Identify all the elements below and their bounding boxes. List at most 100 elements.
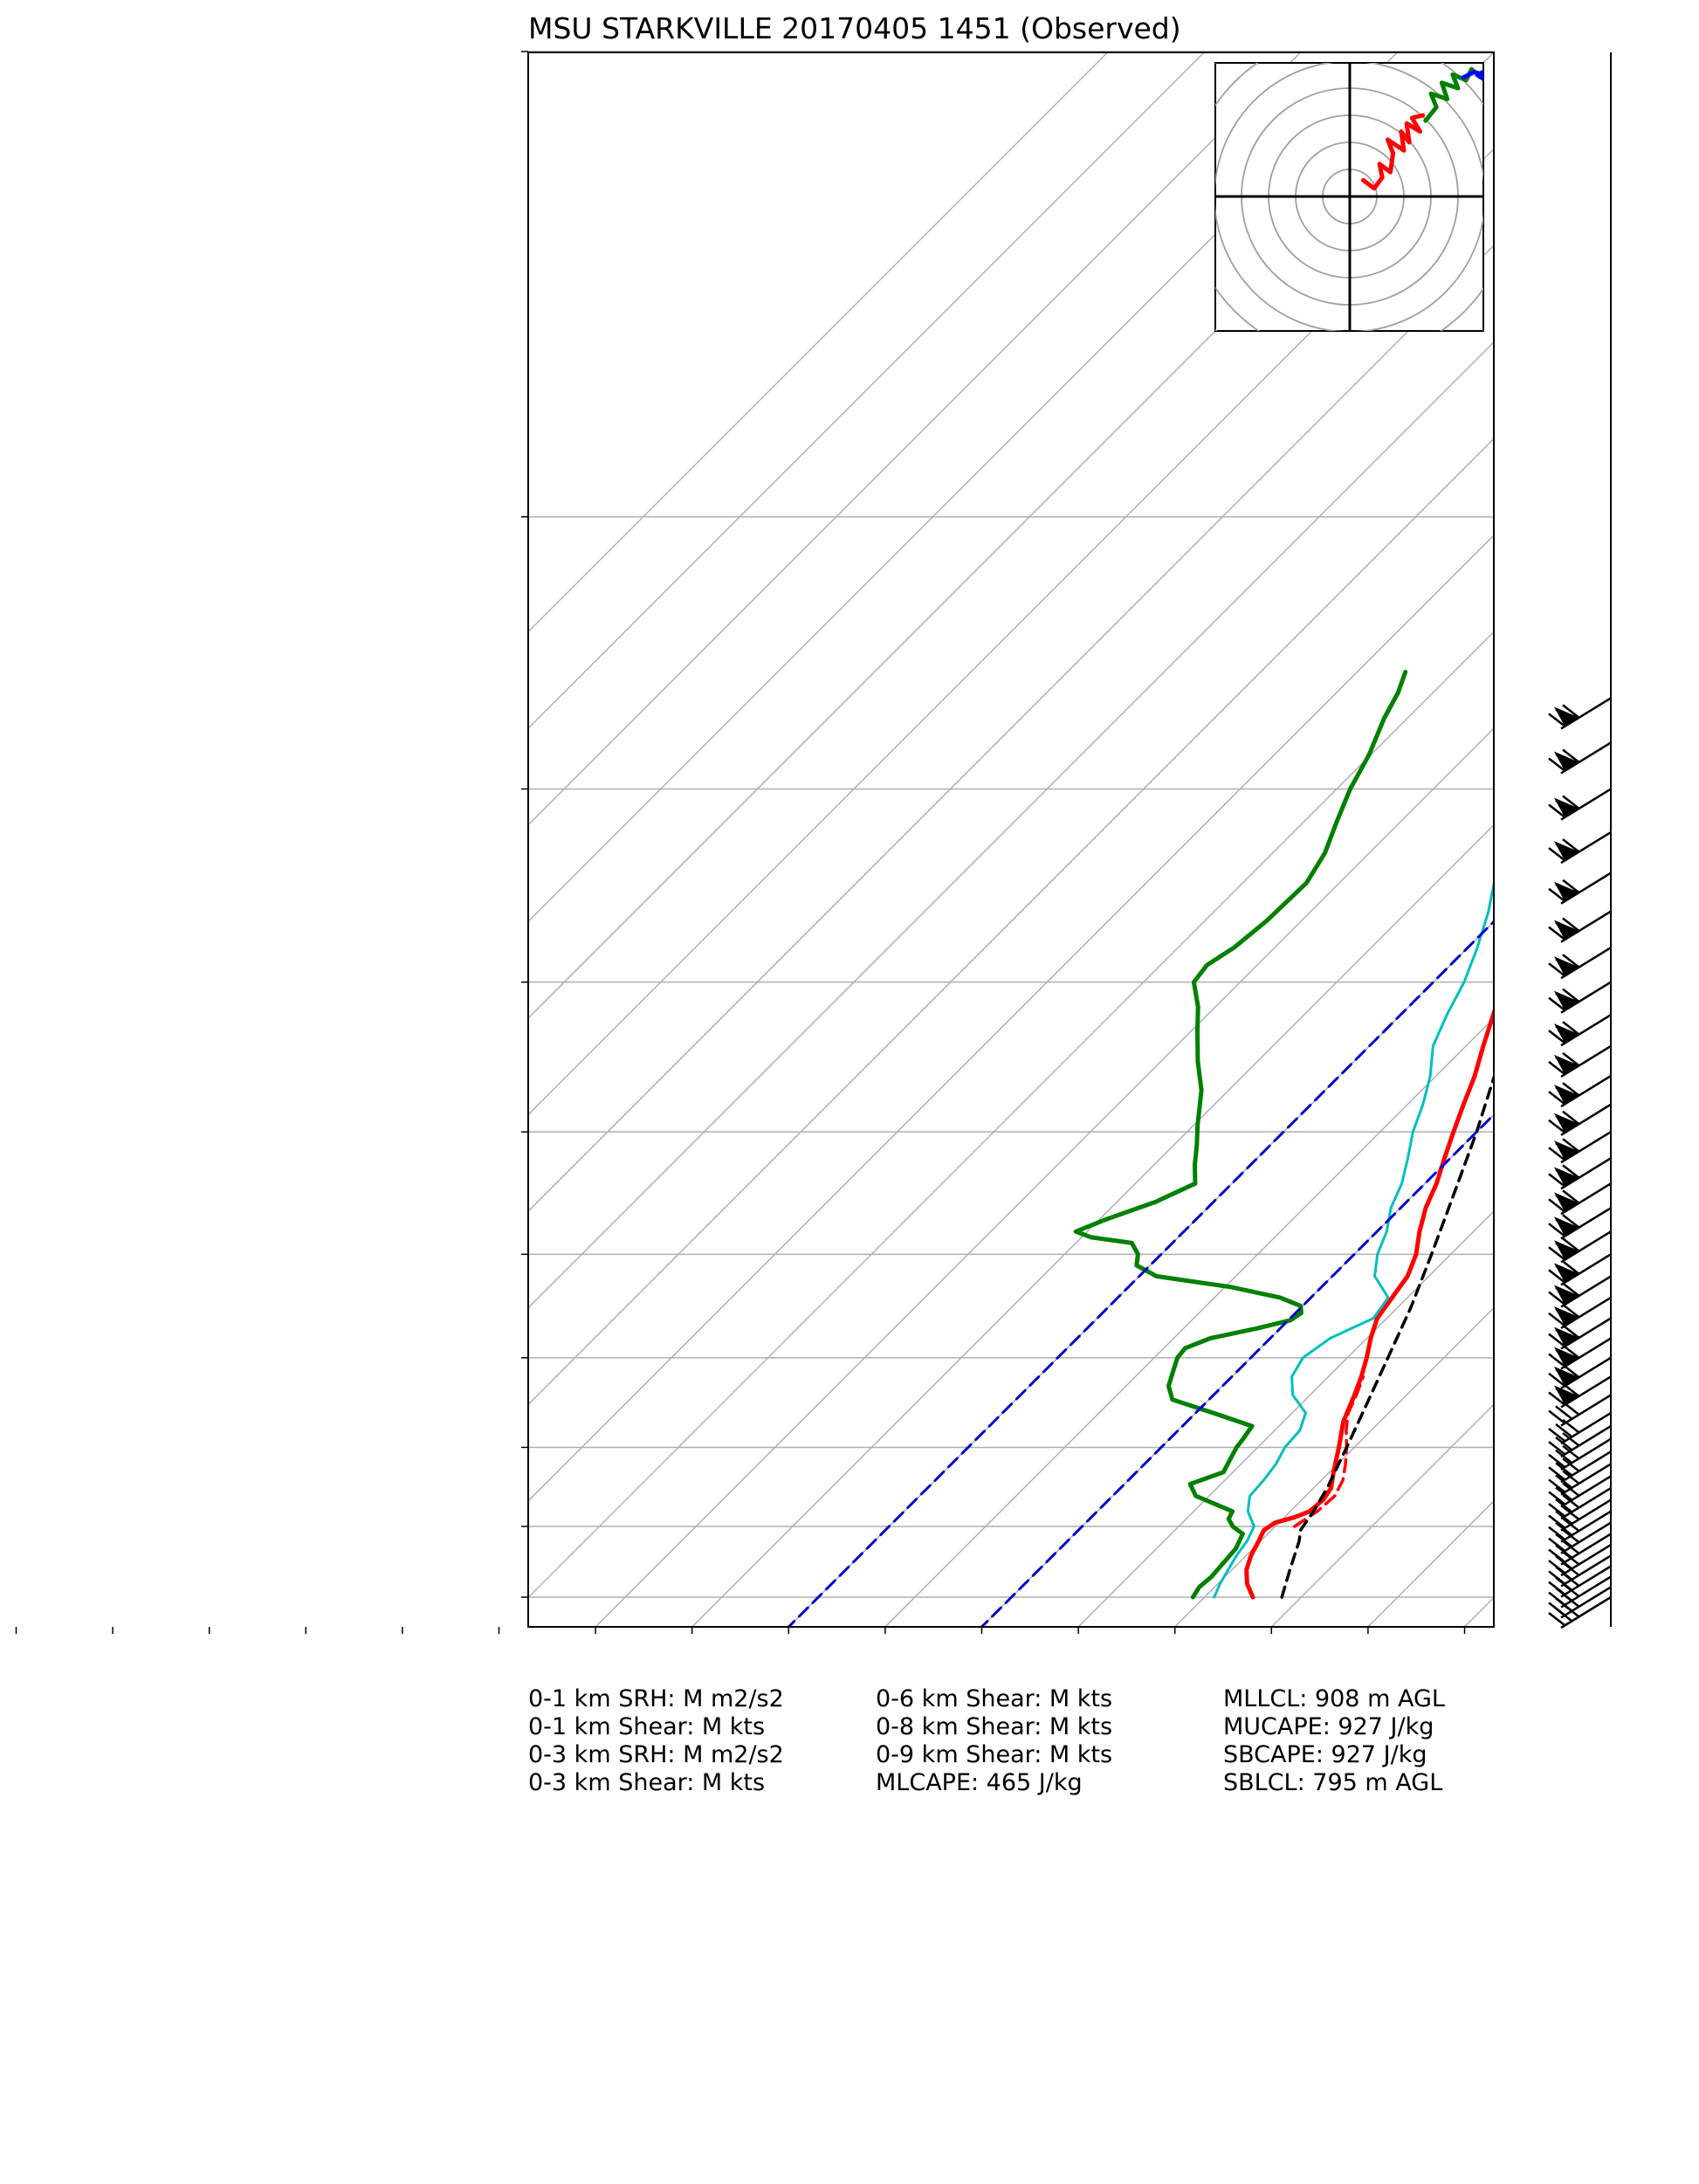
virtual-temperature-line bbox=[1213, 877, 1494, 1599]
wind-barb-feather bbox=[1548, 1453, 1565, 1468]
wind-barb-feather bbox=[1555, 753, 1572, 768]
stat-shear-03: 0-3 km Shear: M kts bbox=[528, 1769, 765, 1796]
wind-barb-feather bbox=[1548, 1441, 1565, 1456]
wind-barb-feather bbox=[1555, 1242, 1572, 1257]
stat-mucape: MUCAPE: 927 J/kg bbox=[1223, 1713, 1434, 1740]
wind-barb-feather bbox=[1548, 803, 1565, 818]
wind-barb-feather bbox=[1562, 748, 1579, 763]
wind-barb-shaft bbox=[1560, 1207, 1612, 1240]
wind-barb-feather bbox=[1548, 1514, 1565, 1529]
stats-column-3: MLLCL: 908 m AGL MUCAPE: 927 J/kg SBCAPE… bbox=[1223, 1685, 1445, 1796]
wind-barb bbox=[1548, 1131, 1612, 1164]
wind-barb bbox=[1548, 1014, 1612, 1047]
wind-barb-feather bbox=[1548, 1312, 1565, 1326]
wind-barb-shaft bbox=[1560, 1103, 1612, 1136]
wind-barb-feather bbox=[1555, 1218, 1572, 1233]
wind-barb bbox=[1548, 697, 1612, 730]
wind-barb-shaft bbox=[1560, 1296, 1612, 1330]
wind-barb-feather bbox=[1548, 1560, 1565, 1574]
stat-srh-03: 0-3 km SRH: M m2/s2 bbox=[528, 1741, 784, 1768]
wind-barb-shaft bbox=[1560, 1565, 1612, 1598]
wind-barb-feather bbox=[1548, 1537, 1565, 1552]
wind-barb-feather bbox=[1562, 1324, 1579, 1339]
wind-barb-feather bbox=[1555, 1328, 1572, 1343]
wind-barb-feather bbox=[1548, 1409, 1565, 1424]
wind-barb-feather bbox=[1555, 1056, 1572, 1071]
stat-shear-09: 0-9 km Shear: M kts bbox=[876, 1741, 1112, 1768]
stats-column-2: 0-6 km Shear: M kts 0-8 km Shear: M kts … bbox=[876, 1685, 1112, 1796]
isotherm-gridline bbox=[1463, 1596, 1494, 1627]
wind-barb-shaft bbox=[1560, 1510, 1612, 1543]
wind-barb-feather bbox=[1562, 1164, 1579, 1179]
wind-barb bbox=[1548, 872, 1612, 905]
wind-barb-feather bbox=[1548, 1548, 1565, 1563]
wind-barb bbox=[1548, 981, 1612, 1014]
wind-barb-feather bbox=[1562, 1189, 1579, 1204]
wind-barb bbox=[1548, 1075, 1612, 1108]
wind-barb-feather bbox=[1555, 1168, 1572, 1183]
wind-barb-feather bbox=[1548, 1091, 1565, 1106]
isotherm-minus20-line bbox=[787, 920, 1494, 1627]
wind-barb-feather bbox=[1548, 996, 1565, 1011]
wind-barb-shaft bbox=[1560, 1075, 1612, 1108]
wind-barb-shaft bbox=[1560, 1356, 1612, 1389]
stat-srh-01: 0-1 km SRH: M m2/s2 bbox=[528, 1685, 784, 1712]
wind-barb-feather bbox=[1555, 992, 1572, 1007]
wind-barb-feather bbox=[1548, 887, 1565, 902]
wind-barb bbox=[1548, 741, 1612, 775]
isotherm-gridline bbox=[528, 341, 1494, 1309]
wind-barb bbox=[1548, 1533, 1612, 1566]
wind-barb-shaft bbox=[1560, 1487, 1612, 1520]
wind-barb-feather bbox=[1555, 1286, 1572, 1301]
wind-barb-feather bbox=[1562, 1110, 1579, 1125]
wind-barb-feather bbox=[1555, 1405, 1572, 1420]
wind-barb bbox=[1548, 1595, 1612, 1629]
wind-barb bbox=[1548, 1510, 1612, 1543]
wind-barb-feather bbox=[1562, 1082, 1579, 1097]
wind-barb-shaft bbox=[1560, 872, 1612, 905]
wind-barb bbox=[1548, 1207, 1612, 1240]
wind-barb-shaft bbox=[1560, 831, 1612, 865]
wind-barb-shaft bbox=[1560, 1157, 1612, 1190]
wind-barb-feather bbox=[1548, 1478, 1565, 1493]
wind-barb-feather bbox=[1555, 1307, 1572, 1322]
wind-barb-feather bbox=[1555, 1436, 1572, 1451]
wind-barb-shaft bbox=[1560, 697, 1612, 730]
wind-barb bbox=[1548, 1424, 1612, 1458]
stat-shear-06: 0-6 km Shear: M kts bbox=[876, 1685, 1112, 1712]
wind-barb-shaft bbox=[1560, 1595, 1612, 1629]
stat-sbcape: SBCAPE: 927 J/kg bbox=[1223, 1741, 1427, 1768]
wind-barb-shaft bbox=[1560, 1275, 1612, 1308]
isotherm-gridline bbox=[595, 727, 1494, 1627]
isotherm-gridline bbox=[528, 534, 1494, 1502]
wind-barb bbox=[1548, 1296, 1612, 1330]
wind-barb-shaft bbox=[1560, 1450, 1612, 1484]
wind-barb-feather bbox=[1562, 1214, 1579, 1229]
wind-barb-feather bbox=[1562, 988, 1579, 1002]
hodograph-inset bbox=[1214, 62, 1484, 332]
wind-barb-feather bbox=[1562, 954, 1579, 968]
wind-barb-feather bbox=[1562, 1260, 1579, 1275]
wind-barb bbox=[1548, 1182, 1612, 1216]
wind-barb bbox=[1548, 788, 1612, 821]
wind-barb bbox=[1548, 1521, 1612, 1554]
wind-barb-feather bbox=[1555, 1264, 1572, 1279]
wind-barb bbox=[1548, 1044, 1612, 1078]
wind-barb-shaft bbox=[1560, 1475, 1612, 1508]
wind-barb-feather bbox=[1548, 1147, 1565, 1161]
wind-barb-shaft bbox=[1560, 1437, 1612, 1471]
isotherm-gridline bbox=[528, 52, 1399, 923]
wind-barb-feather bbox=[1548, 1591, 1565, 1606]
wind-barb-feather bbox=[1555, 1194, 1572, 1209]
wind-barb-feather bbox=[1548, 1391, 1565, 1406]
wind-barb-shaft bbox=[1560, 1586, 1612, 1619]
wind-barb-shaft bbox=[1560, 910, 1612, 943]
hodo-blue-trace bbox=[1461, 69, 1483, 82]
wind-barb-feather bbox=[1555, 1348, 1572, 1363]
wind-barb-feather bbox=[1548, 1030, 1565, 1044]
wind-barb-shaft bbox=[1560, 981, 1612, 1014]
stat-shear-01: 0-1 km Shear: M kts bbox=[528, 1713, 765, 1740]
parcel-path-line bbox=[1280, 1072, 1494, 1599]
wind-barb-feather bbox=[1548, 1428, 1565, 1443]
